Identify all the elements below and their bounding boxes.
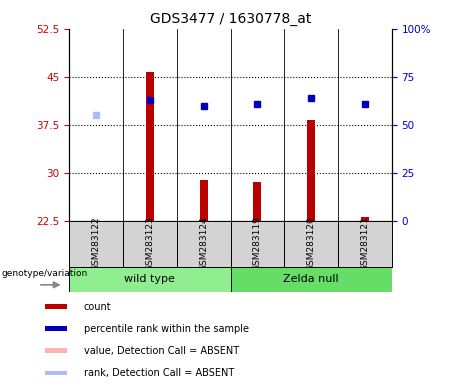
Text: percentile rank within the sample: percentile rank within the sample: [83, 324, 248, 334]
Text: value, Detection Call = ABSENT: value, Detection Call = ABSENT: [83, 346, 239, 356]
Text: GSM283120: GSM283120: [307, 217, 316, 271]
Bar: [45, 348, 67, 353]
Bar: [45, 371, 67, 376]
Text: Zelda null: Zelda null: [284, 274, 339, 285]
Bar: [361, 217, 369, 221]
Text: GSM283122: GSM283122: [92, 217, 100, 271]
Text: wild type: wild type: [124, 274, 175, 285]
Text: GSM283119: GSM283119: [253, 217, 262, 271]
Bar: [200, 180, 207, 221]
Bar: [284, 221, 338, 267]
Bar: [45, 326, 67, 331]
Bar: [146, 72, 154, 221]
Text: GSM283121: GSM283121: [361, 217, 369, 271]
Bar: [230, 221, 284, 267]
Bar: [307, 120, 315, 221]
Text: rank, Detection Call = ABSENT: rank, Detection Call = ABSENT: [83, 368, 234, 378]
Bar: [177, 221, 230, 267]
Text: count: count: [83, 302, 111, 312]
Bar: [338, 221, 392, 267]
Bar: [69, 221, 123, 267]
Text: GSM283124: GSM283124: [199, 217, 208, 271]
Bar: [230, 267, 392, 292]
Text: genotype/variation: genotype/variation: [1, 269, 88, 278]
Bar: [254, 182, 261, 221]
Bar: [123, 221, 177, 267]
Bar: [45, 304, 67, 309]
Bar: [92, 220, 100, 221]
Bar: [69, 267, 230, 292]
Text: GSM283123: GSM283123: [145, 217, 154, 271]
Title: GDS3477 / 1630778_at: GDS3477 / 1630778_at: [150, 12, 311, 26]
